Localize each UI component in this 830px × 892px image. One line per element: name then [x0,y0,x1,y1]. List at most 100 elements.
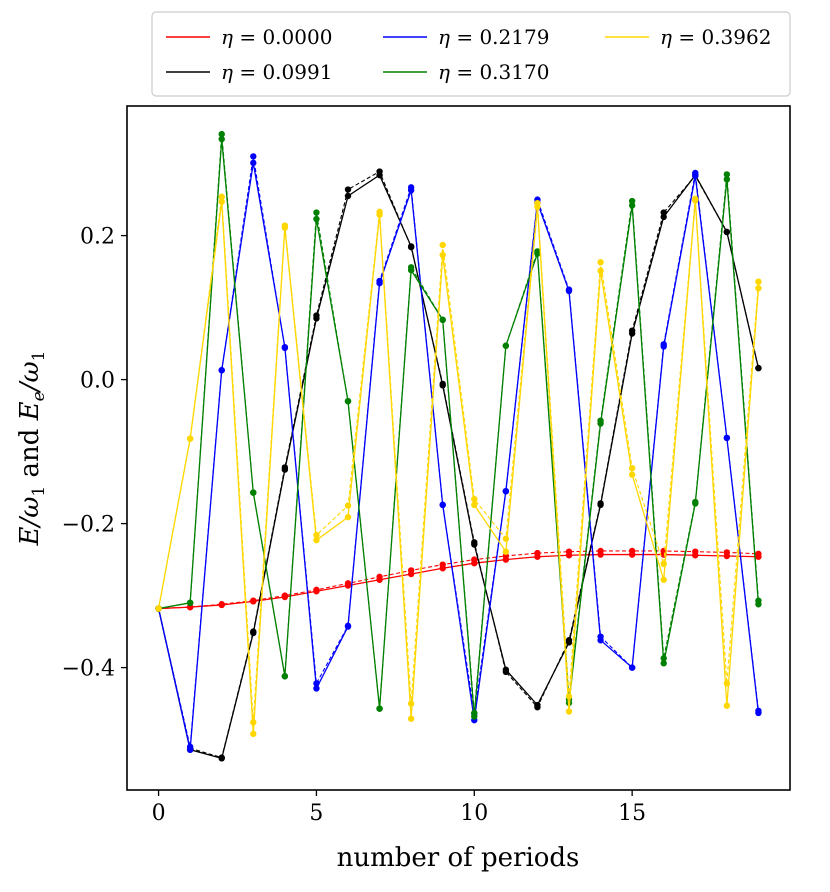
data-point [313,685,320,692]
data-point [313,315,320,322]
data-point [534,701,541,709]
data-point-e [218,130,225,138]
data-point [376,279,383,287]
series-line [157,162,760,750]
legend-item: η = 0.3170 [383,60,549,84]
data-point-e [755,278,762,285]
y-tick-label: 0.2 [80,225,115,250]
data-point-e [502,535,510,542]
axes: 0 5 10 15 −0.4 −0.2 0.0 0.2 [62,225,647,826]
data-point-e [723,171,731,178]
data-point-e [313,209,320,216]
plot-frame [126,105,791,791]
data-point [565,552,573,559]
data-point [534,553,541,560]
legend-label: η = 0.2179 [438,25,549,49]
data-point [313,536,320,544]
data-point-e [250,153,257,160]
data-point [218,755,225,762]
legend-label: η = 0.0000 [221,25,332,49]
x-tick-label: 0 [152,801,166,826]
data-point [660,343,667,350]
data-point [250,629,257,637]
data-point [628,551,636,558]
data-point [502,666,510,673]
data-point [155,605,162,612]
data-point [250,489,257,496]
series-line [157,173,760,760]
data-point [218,601,225,609]
data-point [439,382,446,389]
data-point-e [344,186,352,193]
data-point [534,250,541,257]
series-4 [155,193,762,738]
data-point [439,501,446,509]
series-1 [155,168,762,762]
data-point [439,565,446,572]
legend-item: η = 0.0000 [166,25,332,49]
data-point [344,513,352,521]
data-point-e [723,680,731,687]
y-tick-label: −0.4 [62,657,115,682]
series-line-dashed [158,550,759,610]
series-line [158,553,759,610]
data-point [471,713,478,720]
data-point [281,466,289,473]
data-point [660,660,667,667]
data-point [281,224,289,231]
data-point [628,202,636,209]
data-point-e [344,502,352,509]
data-point-e [660,560,667,568]
data-point [628,330,636,337]
data-point [755,601,762,608]
data-point [376,705,383,712]
legend-box [151,11,791,97]
data-point [723,228,731,236]
data-point [660,576,667,583]
legend-item: η = 0.0991 [166,60,332,84]
data-point [281,673,289,680]
data-point [344,582,352,589]
data-point [186,435,194,442]
data-point [471,560,478,567]
data-point [407,570,415,578]
data-point [407,243,415,250]
data-point [407,715,415,722]
data-point [755,284,762,292]
data-point [565,639,573,646]
data-point [471,541,478,548]
data-point [755,364,762,372]
y-axis-label: E/ω1 and Ee/ω1 [15,350,49,546]
data-point [218,367,225,374]
data-point [376,576,383,583]
series-line [157,200,760,734]
data-point [186,599,194,606]
data-point [502,488,510,495]
data-point [376,171,383,179]
data-point [755,553,762,560]
data-point-e [250,719,257,726]
data-point [723,702,731,709]
legend-label: η = 0.3962 [660,25,771,49]
data-point [692,552,699,559]
data-point [313,588,320,595]
data-point [597,267,604,275]
data-point [565,287,573,295]
data-point-e [628,464,636,472]
data-point-e [407,700,415,707]
data-point-e [471,495,478,503]
data-point [250,159,257,167]
x-tick-label: 10 [460,801,488,826]
data-point [723,552,731,560]
series-line-dashed [158,134,759,714]
data-point [407,266,415,274]
data-point [218,198,225,205]
y-tick-label: −0.2 [62,513,115,538]
data-point [471,501,478,509]
data-point [186,746,194,753]
data-point [692,172,699,180]
data-point [281,344,289,351]
data-point [534,203,541,210]
